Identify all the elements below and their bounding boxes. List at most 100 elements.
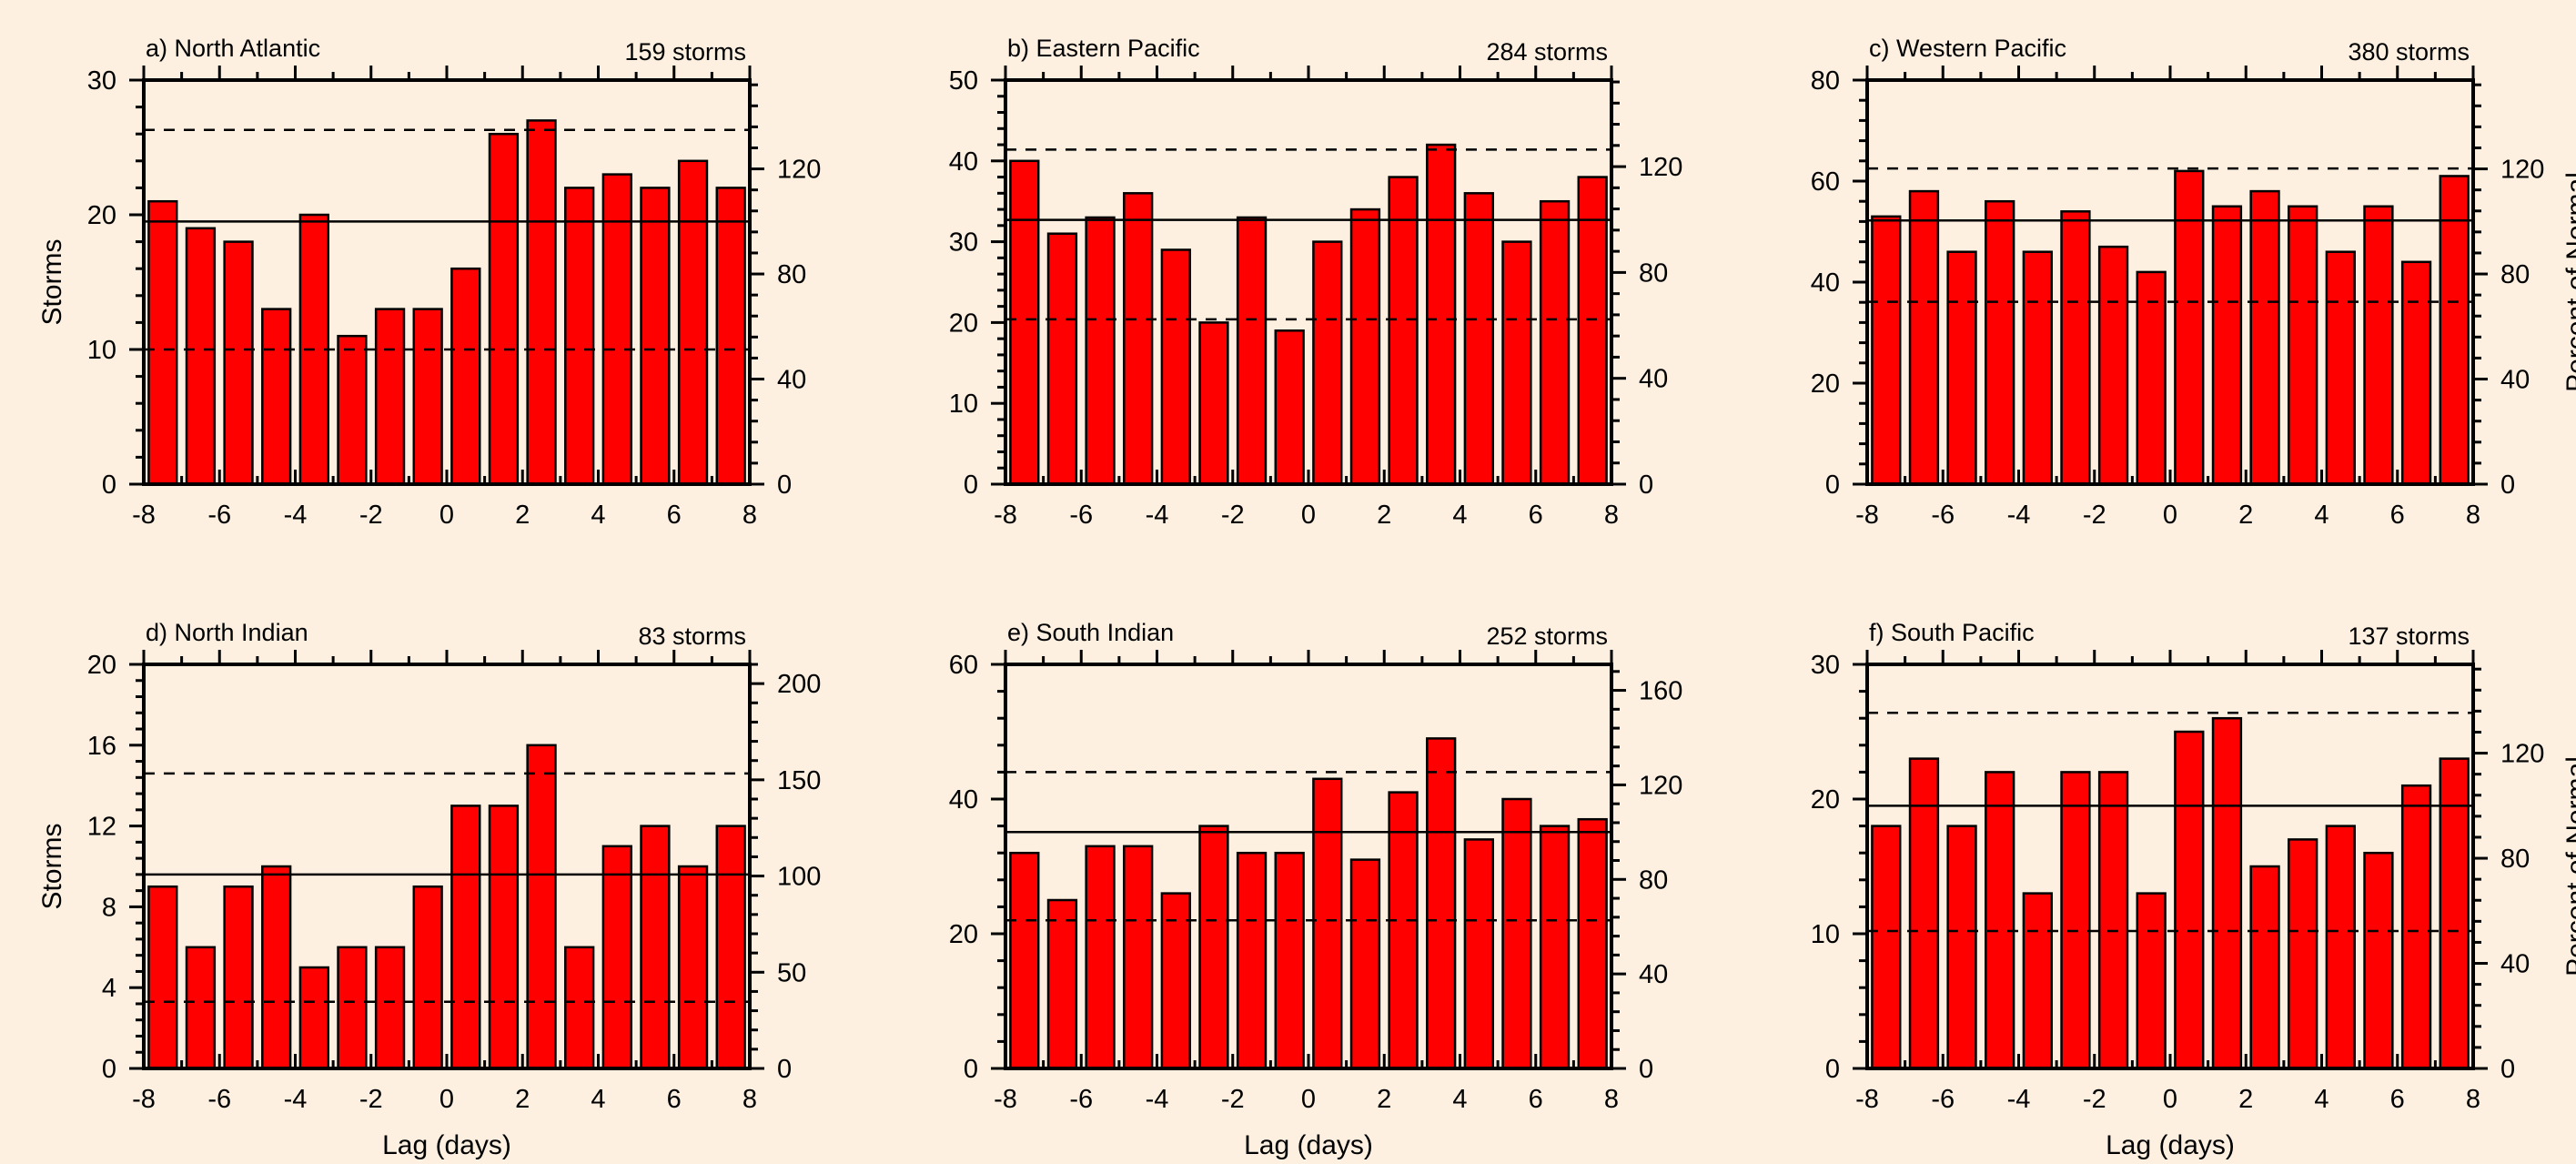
y-tick-label: 20 <box>949 309 978 338</box>
right-y-tick-label: 80 <box>1639 865 1668 895</box>
x-tick-label: -2 <box>1221 1085 1245 1114</box>
x-tick-label: 0 <box>2163 1085 2177 1114</box>
bar <box>1871 825 1902 1070</box>
bar <box>450 805 481 1070</box>
storm-count: 380 storms <box>2348 38 2470 66</box>
bar <box>715 825 746 1070</box>
x-tick-label: -4 <box>1146 501 1169 530</box>
bar <box>223 885 254 1070</box>
y-tick-label: 10 <box>1811 920 1840 949</box>
x-tick-label: -8 <box>1855 501 1879 530</box>
x-tick-label: 4 <box>1452 501 1467 530</box>
y-tick-label: 20 <box>949 920 978 949</box>
bar <box>2439 757 2470 1070</box>
x-tick-label: 6 <box>667 1085 682 1114</box>
x-tick-label: 8 <box>2466 501 2480 530</box>
x-tick-label: 0 <box>2163 501 2177 530</box>
y-tick-label: 0 <box>1825 1055 1840 1084</box>
x-tick-label: 2 <box>2238 1085 2253 1114</box>
right-y-tick-label: 0 <box>2500 471 2515 500</box>
right-y-tick-label: 40 <box>1639 960 1668 989</box>
bar <box>677 865 709 1070</box>
x-tick-label: 0 <box>439 501 454 530</box>
bar <box>2022 892 2053 1070</box>
right-y-tick-label: 160 <box>1639 677 1682 706</box>
panel-title: a) North Atlantic <box>146 35 321 62</box>
bar <box>1577 176 1608 486</box>
x-tick-label: -8 <box>132 501 156 530</box>
bar <box>526 119 557 486</box>
right-y-tick-label: 80 <box>777 260 806 289</box>
bar <box>2174 169 2205 486</box>
right-y-tick-label: 120 <box>1639 771 1682 800</box>
storm-count: 159 storms <box>624 38 746 66</box>
x-tick-label: -2 <box>359 501 383 530</box>
bar <box>298 966 329 1070</box>
y-tick-label: 4 <box>102 974 116 1003</box>
y-tick-label: 60 <box>1811 167 1840 197</box>
bar <box>526 744 557 1070</box>
right-y-tick-label: 200 <box>777 670 821 699</box>
y-tick-label: 8 <box>102 893 116 922</box>
x-tick-label: 0 <box>1301 1085 1316 1114</box>
x-tick-label: 2 <box>1377 501 1391 530</box>
right-y-tick-label: 0 <box>777 1055 792 1084</box>
y-tick-label: 0 <box>102 471 116 500</box>
bar <box>2174 730 2205 1070</box>
y-tick-label: 0 <box>1825 471 1840 500</box>
x-tick-label: -4 <box>2007 1085 2031 1114</box>
x-tick-label: 8 <box>742 501 757 530</box>
x-tick-label: 6 <box>1529 1085 1543 1114</box>
storm-count: 83 storms <box>638 622 746 650</box>
x-tick-label: -6 <box>1069 501 1093 530</box>
x-tick-label: -4 <box>284 1085 308 1114</box>
bar <box>1426 143 1457 486</box>
y-axis-label: Storms <box>37 238 67 326</box>
bar <box>2363 205 2394 486</box>
bar <box>640 825 671 1070</box>
x-tick-label: 4 <box>591 1085 605 1114</box>
right-y-tick-label: 40 <box>2500 366 2530 395</box>
y-tick-label: 30 <box>949 228 978 258</box>
y-tick-label: 0 <box>964 1055 978 1084</box>
x-axis-label: Lag (days) <box>2106 1130 2235 1160</box>
x-tick-label: 6 <box>1529 501 1543 530</box>
bar <box>412 308 443 486</box>
panel-title: d) North Indian <box>146 619 308 646</box>
right-y-tick-label: 80 <box>2500 845 2530 874</box>
x-tick-label: -8 <box>994 1085 1017 1114</box>
bar <box>2136 892 2167 1070</box>
x-tick-label: 0 <box>1301 501 1316 530</box>
bar <box>1312 240 1343 486</box>
y-tick-label: 16 <box>87 732 116 761</box>
storm-count: 284 storms <box>1486 38 1608 66</box>
x-tick-label: -6 <box>1069 1085 1093 1114</box>
bar <box>1463 192 1494 486</box>
x-tick-label: -2 <box>2083 1085 2106 1114</box>
bar <box>1046 232 1078 486</box>
x-tick-label: -6 <box>1931 1085 1955 1114</box>
x-tick-label: -6 <box>1931 501 1955 530</box>
y-tick-label: 40 <box>1811 268 1840 298</box>
bar <box>2022 250 2053 486</box>
bar <box>1349 858 1381 1070</box>
y-tick-label: 0 <box>102 1055 116 1084</box>
bar <box>1539 825 1571 1070</box>
x-tick-label: -8 <box>132 1085 156 1114</box>
bar <box>1160 892 1191 1070</box>
y-tick-label: 12 <box>87 813 116 842</box>
x-tick-label: -4 <box>284 501 308 530</box>
right-y-tick-label: 40 <box>777 366 806 395</box>
bar <box>1160 248 1191 486</box>
y-tick-label: 30 <box>87 66 116 96</box>
bar <box>2325 825 2356 1070</box>
y-tick-label: 10 <box>949 390 978 419</box>
right-y-tick-label: 50 <box>777 958 806 987</box>
bar <box>2400 784 2432 1070</box>
right-y-tick-label: 120 <box>777 156 821 185</box>
storm-count: 137 storms <box>2348 622 2470 650</box>
